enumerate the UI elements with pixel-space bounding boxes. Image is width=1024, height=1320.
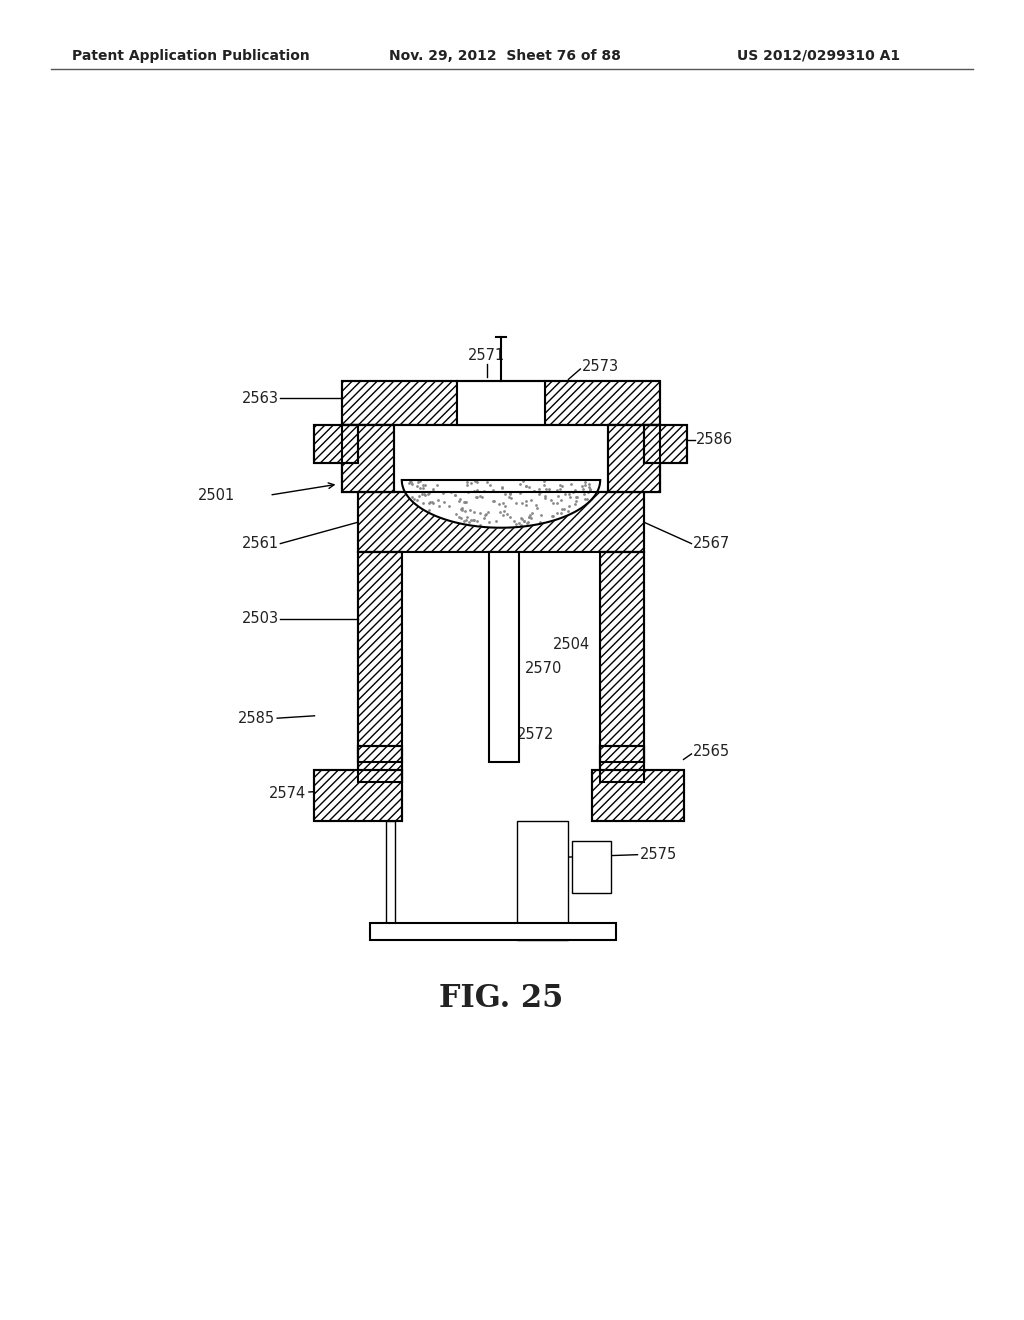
Bar <box>644 425 687 462</box>
Bar <box>342 381 659 425</box>
Text: 2567: 2567 <box>693 536 730 550</box>
Bar <box>545 381 659 425</box>
Bar <box>342 425 394 492</box>
Text: 2561: 2561 <box>242 536 279 550</box>
Bar <box>358 746 401 781</box>
Bar <box>592 770 684 821</box>
Text: 2575: 2575 <box>640 847 677 862</box>
Bar <box>342 425 659 492</box>
Bar <box>358 552 401 762</box>
Bar <box>314 425 358 462</box>
Bar <box>314 770 401 821</box>
Bar <box>314 770 401 821</box>
Bar <box>358 552 401 762</box>
Bar <box>592 770 684 821</box>
Bar <box>489 552 519 762</box>
Text: 2503: 2503 <box>242 611 279 627</box>
Text: 2572: 2572 <box>517 726 554 742</box>
Bar <box>608 425 659 492</box>
Bar <box>608 425 659 492</box>
Bar <box>358 492 644 552</box>
Bar <box>600 552 644 762</box>
Bar <box>517 821 568 940</box>
Bar <box>342 425 394 492</box>
Text: 2585: 2585 <box>238 710 274 726</box>
Text: FIG. 25: FIG. 25 <box>439 983 563 1014</box>
Text: Nov. 29, 2012  Sheet 76 of 88: Nov. 29, 2012 Sheet 76 of 88 <box>389 49 621 63</box>
Text: US 2012/0299310 A1: US 2012/0299310 A1 <box>737 49 900 63</box>
Text: 2573: 2573 <box>582 359 620 374</box>
Text: 2586: 2586 <box>695 432 732 447</box>
Text: 2560: 2560 <box>470 500 508 515</box>
Bar <box>572 841 610 892</box>
Text: 2501: 2501 <box>198 487 236 503</box>
Bar <box>644 425 687 462</box>
Text: 2571: 2571 <box>468 347 505 363</box>
Bar <box>600 552 644 762</box>
Text: 2565: 2565 <box>693 744 730 759</box>
Bar <box>358 746 401 781</box>
Polygon shape <box>401 480 600 528</box>
Text: 2563: 2563 <box>242 391 279 405</box>
Bar <box>358 492 644 552</box>
Text: 2574: 2574 <box>269 787 306 801</box>
Text: Patent Application Publication: Patent Application Publication <box>72 49 309 63</box>
Bar <box>600 746 644 781</box>
Bar <box>386 821 394 924</box>
Text: 2570: 2570 <box>524 661 562 676</box>
Bar <box>370 923 616 940</box>
Bar <box>342 381 458 425</box>
Bar <box>458 381 545 425</box>
Bar <box>600 746 644 781</box>
Text: 2504: 2504 <box>553 636 590 652</box>
Bar <box>401 552 600 762</box>
Bar <box>314 425 358 462</box>
